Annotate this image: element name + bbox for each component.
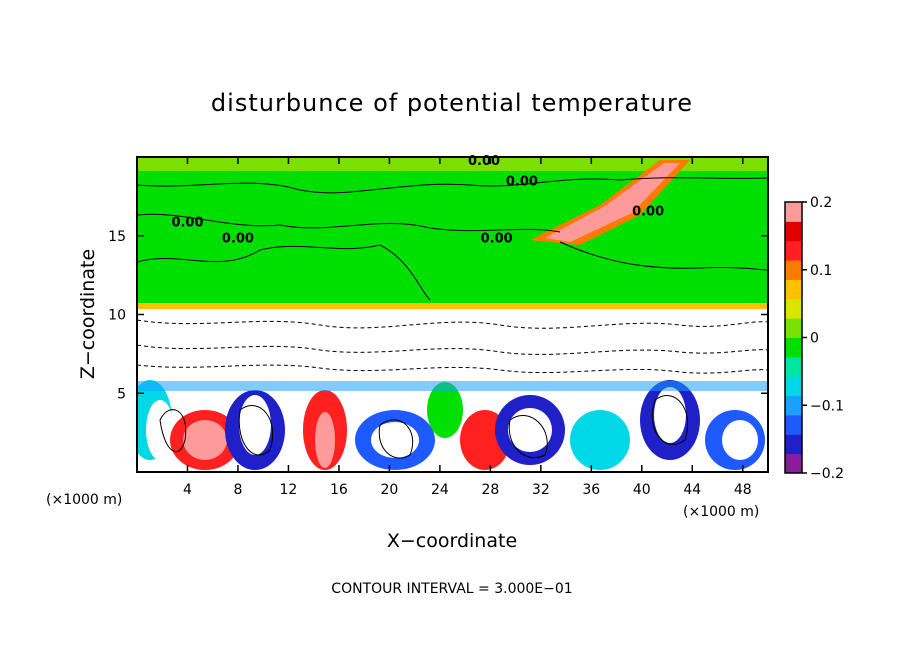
contour-value-label: 0.00 <box>506 175 538 190</box>
colorbar-tick-label: 0 <box>810 331 819 347</box>
contour-interval-text: CONTOUR INTERVAL = 3.000E−01 <box>331 581 572 597</box>
x-tick-label: 40 <box>633 482 651 498</box>
x-tick-label: 24 <box>431 482 449 498</box>
chart-title: disturbunce of potential temperature <box>211 89 693 117</box>
colorbar <box>784 201 803 474</box>
colorbar-swatch <box>785 376 802 397</box>
contour-value-label: 0.00 <box>222 231 254 246</box>
x-tick-label: 4 <box>183 482 192 498</box>
y-tick-label: 15 <box>108 229 126 245</box>
y-axis-label: Z−coordinate <box>77 249 99 379</box>
x-tick-label: 20 <box>380 482 398 498</box>
colorbar-tick-label: −0.2 <box>810 466 844 482</box>
colorbar-swatch <box>785 337 802 358</box>
x-unit-label: (×1000 m) <box>683 504 759 520</box>
colorbar-swatch <box>785 298 802 319</box>
y-tick-label: 10 <box>108 308 126 324</box>
lower-blobs <box>137 380 768 470</box>
contour-value-label: 0.00 <box>632 205 664 220</box>
colorbar-swatch <box>785 202 802 222</box>
y-tick-label: 5 <box>117 386 126 402</box>
colorbar-swatch <box>785 279 802 300</box>
contour-lines <box>137 177 768 459</box>
colorbar-swatch <box>785 453 802 474</box>
colorbar-swatch <box>785 240 802 261</box>
colorbar-tick-label: −0.1 <box>810 398 844 414</box>
x-tick-label: 44 <box>683 482 701 498</box>
x-tick-label: 12 <box>280 482 298 498</box>
x-tick-label: 48 <box>734 482 752 498</box>
colorbar-tick-label: 0.1 <box>810 263 832 279</box>
colorbar-swatch <box>785 414 802 435</box>
colorbar-tick-label: 0.2 <box>810 195 832 211</box>
x-tick-label: 36 <box>582 482 600 498</box>
colorbar-swatch <box>785 221 802 242</box>
x-axis-ticks: 4 8 12 16 20 24 28 32 36 40 44 48 <box>183 157 752 498</box>
tropopause-band <box>137 303 768 309</box>
upper-band <box>137 157 768 171</box>
x-tick-label: 16 <box>330 482 348 498</box>
colorbar-swatch <box>785 434 802 455</box>
plot-area <box>137 157 768 472</box>
x-tick-label: 32 <box>532 482 550 498</box>
colorbar-ticks: 0.2 0.1 0 −0.1 −0.2 <box>802 195 844 482</box>
x-tick-label: 8 <box>233 482 242 498</box>
x-axis-label: X−coordinate <box>387 530 517 552</box>
y-axis-ticks: 5 10 15 <box>108 229 768 402</box>
z-unit-label: (×1000 m) <box>46 492 122 508</box>
contour-value-label: 0.00 <box>481 231 513 246</box>
mid-layer <box>137 309 768 381</box>
x-tick-label: 28 <box>481 482 499 498</box>
colorbar-swatch <box>785 395 802 416</box>
colorbar-swatch <box>785 260 802 280</box>
contour-value-label: 0.00 <box>171 216 203 231</box>
colorbar-swatch <box>785 318 802 338</box>
colorbar-swatch <box>785 356 802 377</box>
